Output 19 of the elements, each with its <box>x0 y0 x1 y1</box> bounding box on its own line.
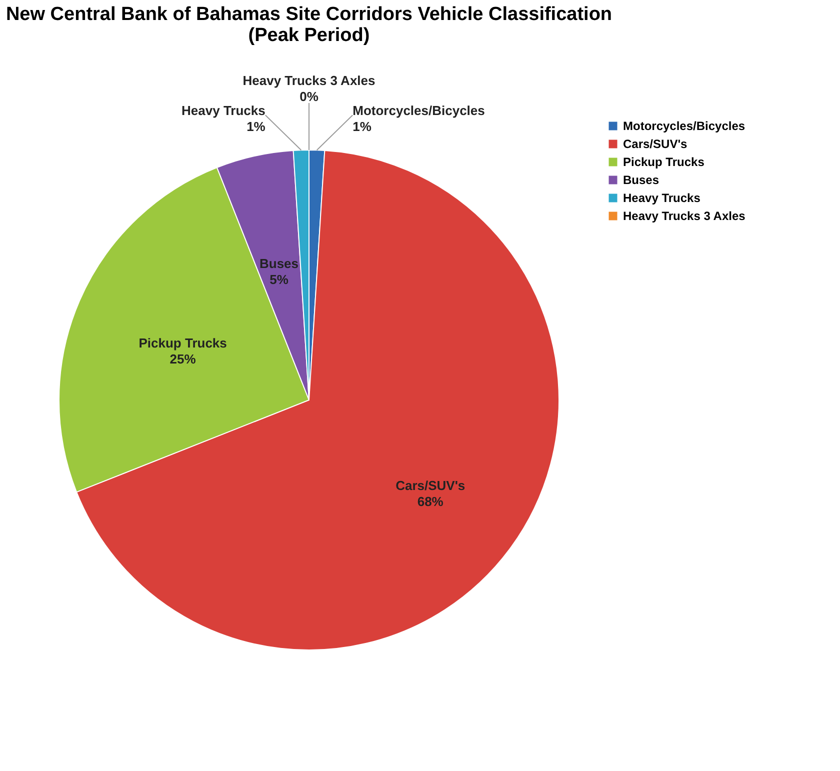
category-label: Heavy Trucks 3 Axles <box>242 73 376 88</box>
data-label: 5% <box>270 272 289 287</box>
slice-label: Buses <box>259 256 299 271</box>
data-label: 1% <box>352 119 372 134</box>
chart-title: New Central Bank of Bahamas Site Corridors Vehicle Classification (Peak Period) <box>6 4 612 46</box>
text: 0% <box>300 89 318 104</box>
legend-label: Heavy Trucks <box>623 191 701 205</box>
data-label: 1% <box>246 119 266 134</box>
slice-label: Motorcycles/Bicycles <box>352 103 485 118</box>
data-label: 68% <box>417 494 444 510</box>
slice-label: Cars/SUV's <box>396 478 466 494</box>
slice-label: Pickup Trucks <box>138 335 227 350</box>
data-label: 25% <box>170 351 196 366</box>
legend-label: Buses <box>623 173 660 187</box>
legend-label: Motorcycles/Bicycles <box>623 119 746 133</box>
legend-label: Heavy Trucks 3 Axles <box>623 209 746 223</box>
slice-label: Heavy Trucks <box>182 103 266 118</box>
legend-label: Cars/SUV's <box>623 137 688 151</box>
legend-label: Pickup Trucks <box>623 155 705 169</box>
